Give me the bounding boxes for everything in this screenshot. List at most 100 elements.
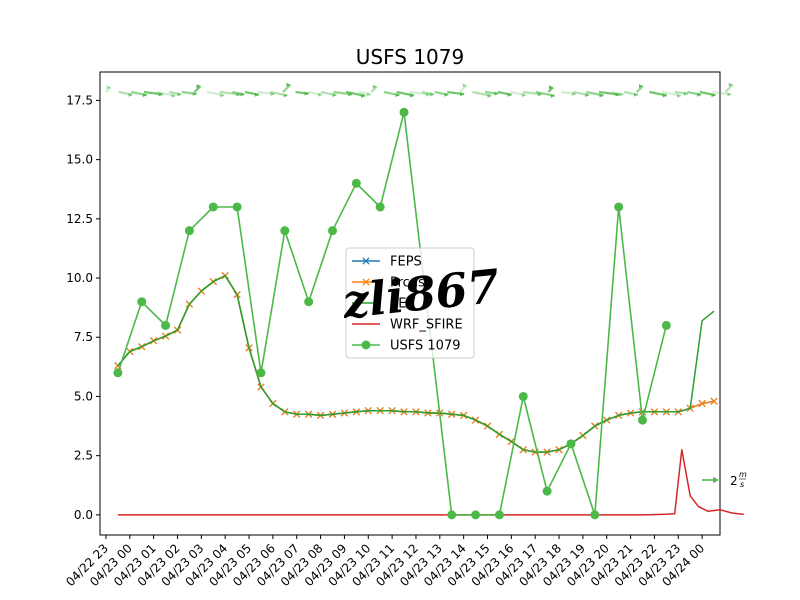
wind-arrow-head [677,93,682,98]
quiver-key-unit-denominator: s [740,480,744,489]
data-point-prcgs [698,399,706,408]
series-line-sev [117,274,715,453]
data-point-usfs-1079 [208,202,218,212]
wind-arrow [547,85,554,93]
data-point-usfs-1079 [566,439,576,449]
wind-arrow [383,90,400,98]
quiver-key-arrowhead [713,477,719,483]
wind-arrow-head [697,92,702,97]
data-point-usfs-1079 [328,226,337,236]
data-point-usfs-1079 [232,202,242,212]
wind-arrow-shaft [636,85,644,93]
wind-arrow-shaft [724,83,734,93]
wind-arrow-head [633,92,638,97]
quiver-key-label: 2 [730,474,738,488]
wind-arrow [193,84,202,93]
wind-arrow-head [177,92,182,97]
data-point-usfs-1079 [447,510,457,520]
wind-arrow [459,83,468,93]
wind-arrow [307,90,323,97]
legend-label-feps: FEPS [390,255,422,270]
y-tick-label: 10.0 [66,271,93,285]
wind-arrow [434,90,449,97]
wind-arrow [409,90,431,97]
wind-arrow [724,82,734,93]
wind-arrow [232,90,245,97]
wind-arrow-head [196,84,201,89]
wind-arrow [206,90,225,98]
y-tick-label: 0.0 [74,508,93,522]
wind-arrow [712,90,732,97]
wind-arrow-head [372,84,377,89]
wind-arrow [244,90,260,97]
wind-arrow [649,90,667,98]
wind-arrow [661,90,682,98]
wind-arrow-head [192,91,197,96]
legend-label-prcgs: Prcgs [390,276,425,291]
y-tick-label: 12.5 [66,212,93,226]
legend-box [345,247,475,359]
wind-arrow [156,90,176,98]
wind-arrow-head [728,82,733,87]
data-point-usfs-1079 [638,415,647,425]
legend-marker-usfs-1079 [361,340,371,350]
wind-arrow-head [425,92,430,97]
wind-arrow-head [615,92,620,97]
legend-label-wrf-sfire: WRF_SFIRE [390,318,463,333]
legend-label-sev: SEV [390,297,415,312]
data-point-usfs-1079 [518,391,528,401]
wind-arrow-shaft [547,86,554,93]
data-point-usfs-1079 [113,368,123,378]
wind-arrow-shaft [459,84,468,93]
wind-arrow [282,82,292,93]
wind-arrow-head [430,92,435,97]
y-tick-label: 15.0 [66,153,93,167]
wind-arrow-head [254,92,259,97]
wind-arrow-head [220,93,225,98]
wind-arrow [560,90,577,96]
wind-arrow [143,90,163,97]
wind-arrow-head [683,91,688,96]
wind-arrow-head [638,84,643,89]
wind-arrow-head [727,92,732,97]
data-point-usfs-1079 [184,226,194,236]
legend-marker-prcgs [362,278,370,286]
wind-arrow-head [171,93,176,98]
wind-arrow-shaft [105,86,112,93]
y-axis: 0.0 2.5 5.0 7.5 10.0 12.5 15.0 17.5 [66,93,100,522]
wind-arrow [611,90,624,97]
wind-arrow-head [599,93,604,98]
wind-arrow [623,90,639,97]
y-tick-label: 2.5 [74,449,93,463]
wind-arrow [636,84,644,93]
data-point-usfs-1079 [590,510,600,520]
wind-arrow-head [366,92,371,97]
wind-arrow-head [487,93,492,98]
data-point-prcgs [710,397,718,405]
wind-arrow-shaft [370,85,378,93]
wind-arrow-head [106,85,111,90]
wind-arrow [370,84,378,93]
quiver-key-unit-numerator: m [739,470,747,479]
wind-arrow-head [395,93,400,98]
data-point-usfs-1079 [256,368,266,378]
legend-label-usfs-1079: USFS 1079 [390,339,460,354]
wind-arrow [497,90,512,97]
data-point-usfs-1079 [494,510,504,520]
wind-arrow [421,90,435,97]
y-tick-label: 5.0 [74,389,93,403]
wind-arrow-head [128,92,133,97]
wind-arrow-head [711,93,716,98]
y-tick-label: 17.5 [66,93,93,107]
plot-area [99,71,721,536]
wind-arrow-head [361,93,366,98]
series-line-wrf-sfire [117,448,744,516]
wind-arrow [598,90,620,97]
wind-arrow-head [507,92,512,97]
wind-arrow-head [460,92,465,97]
wind-arrow [295,90,309,96]
wind-arrow-head [585,93,590,98]
wind-arrow [105,85,112,93]
